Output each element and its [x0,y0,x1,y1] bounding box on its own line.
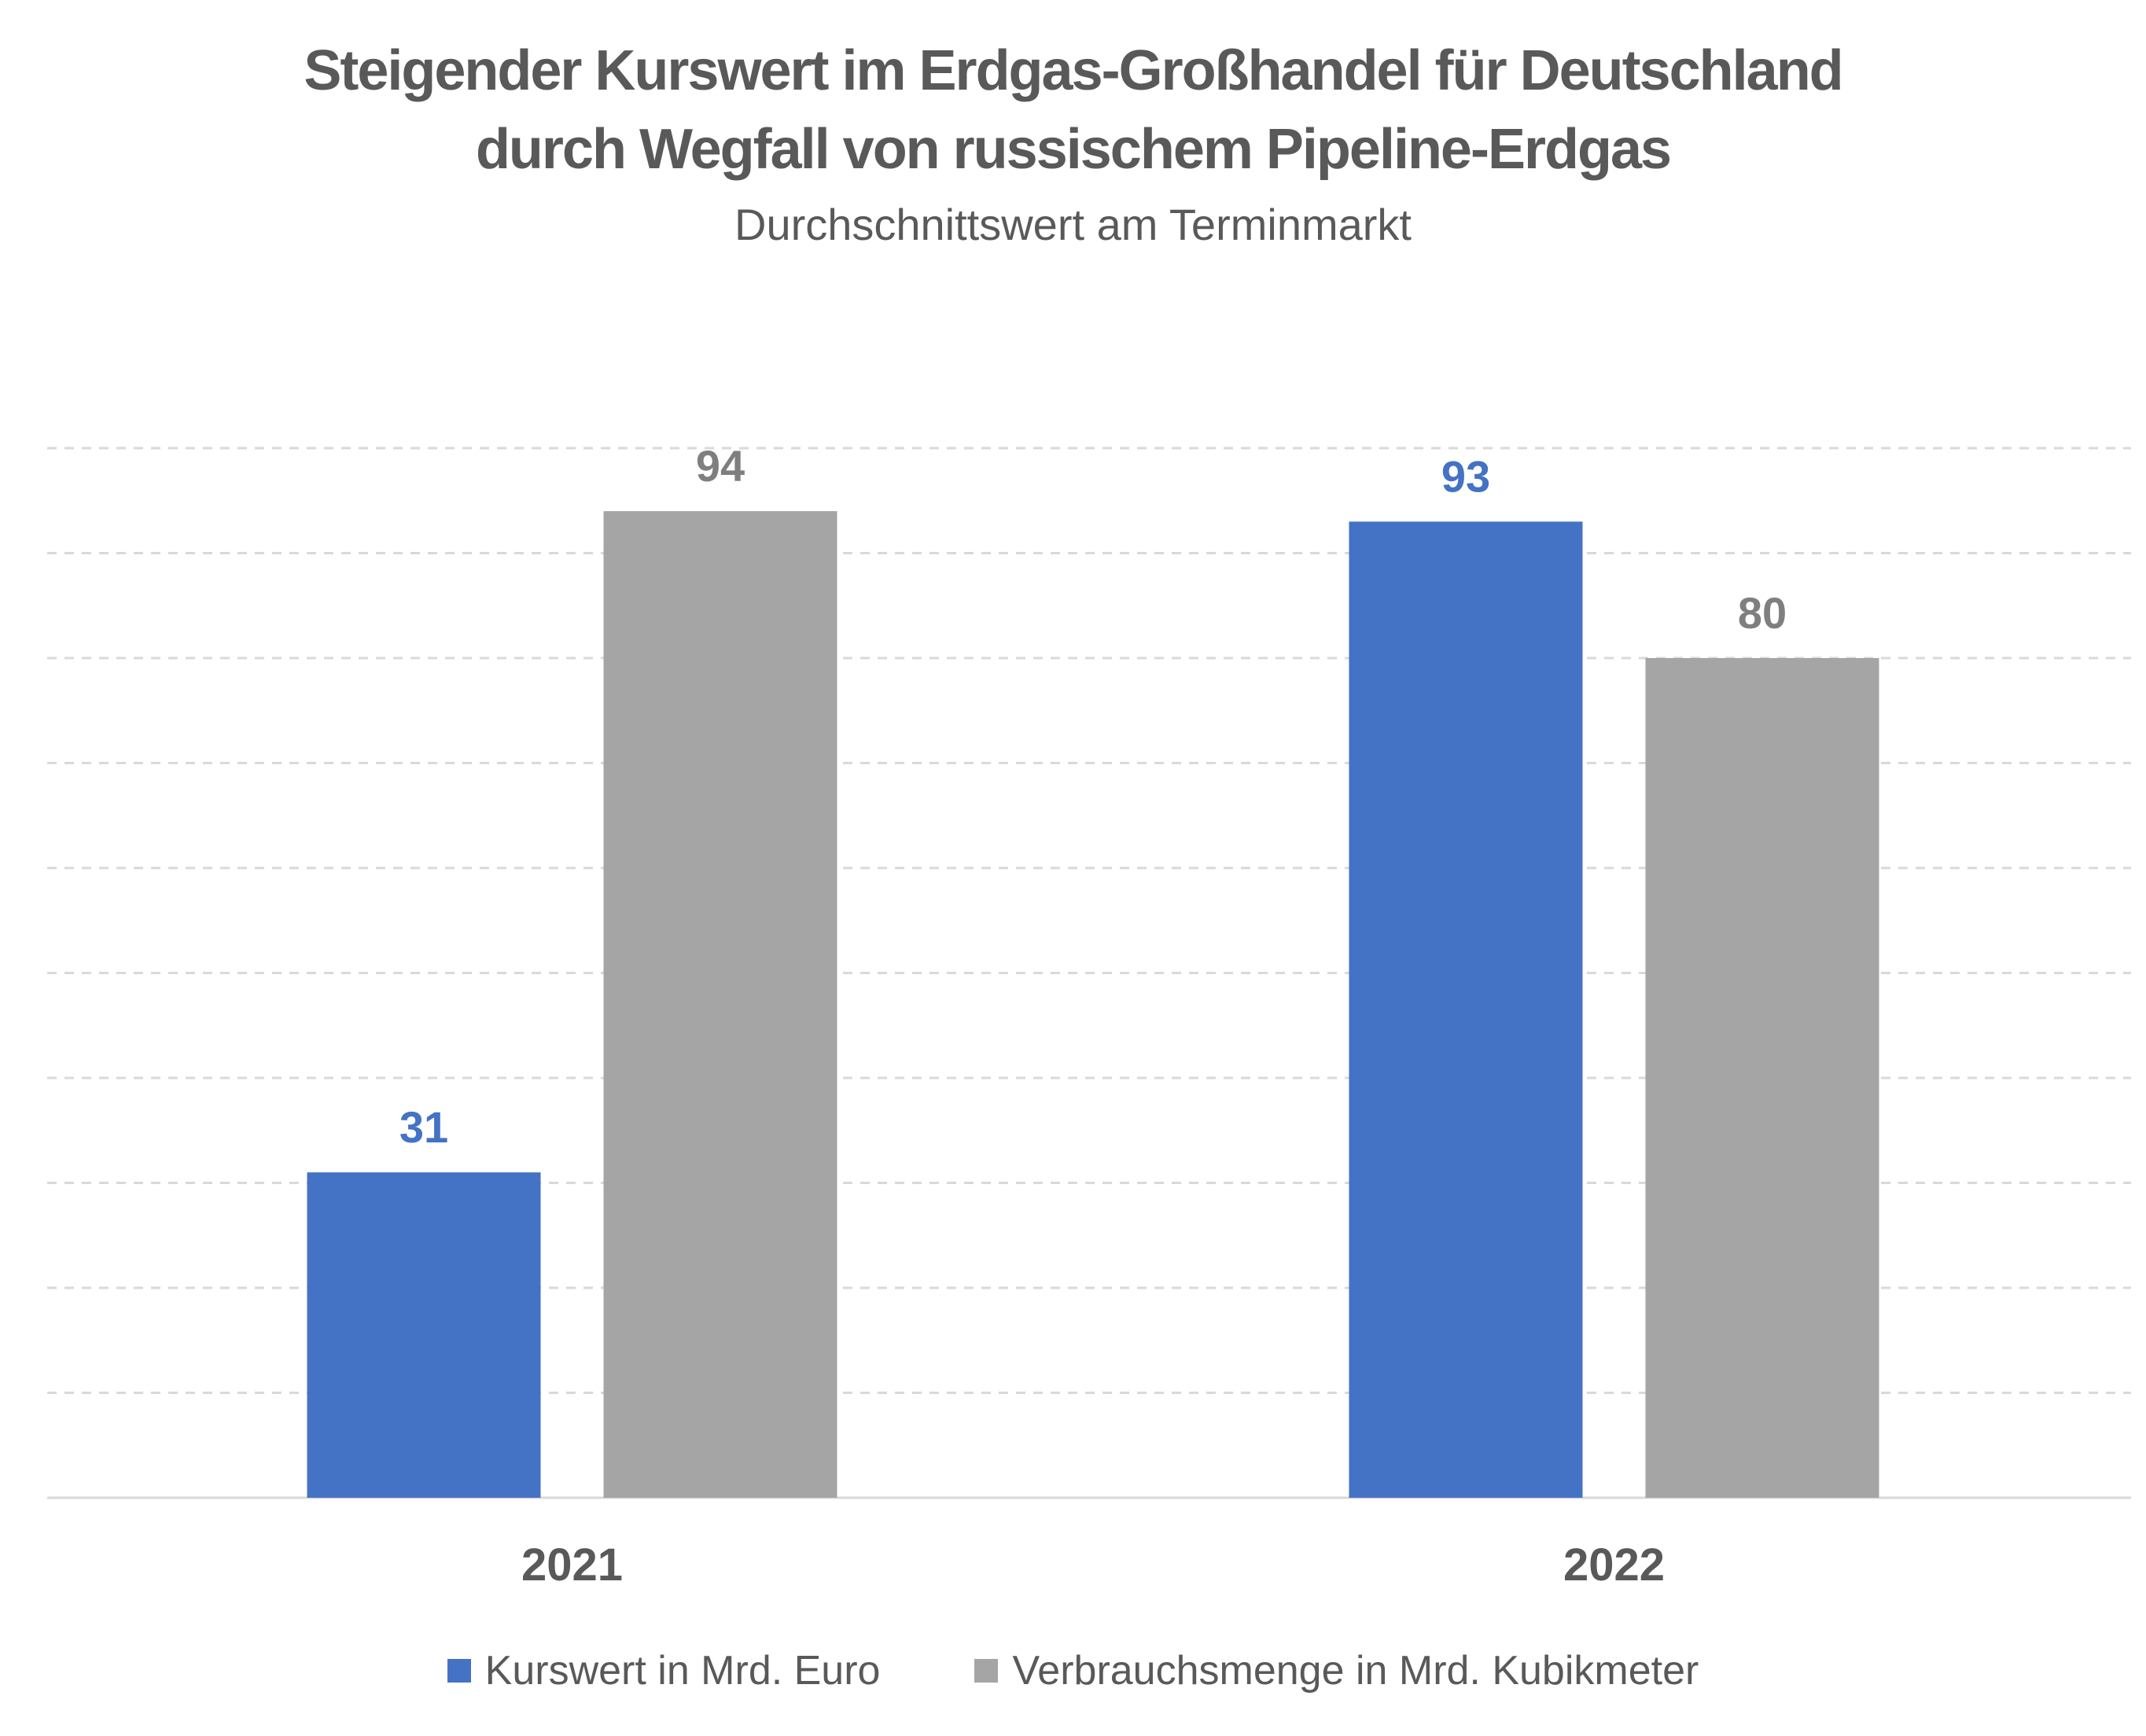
legend-label-kurswert: Kurswert in Mrd. Euro [484,1648,881,1694]
chart-title-line-2: durch Wegfall von russischem Pipeline-Er… [475,118,1672,181]
data-label-2021-series-0: 31 [399,1102,448,1152]
chart-subtitle: Durchschnittswert am Terminmarkt [734,200,1412,249]
title-block: Steigender Kurswert im Erdgas-Großhandel… [0,31,2146,256]
chart-title-line-1: Steigender Kurswert im Erdgas-Großhandel… [304,39,1843,102]
legend-swatch-verbrauchsmenge [974,1659,999,1683]
data-label-2022-series-0: 93 [1441,451,1490,501]
legend-swatch-kurswert [447,1659,471,1683]
bar-2022-series-0 [1349,521,1583,1499]
data-label-2021-series-1: 94 [696,441,745,491]
data-label-2022-series-1: 80 [1738,588,1787,638]
legend: Kurswert in Mrd. Euro Verbrauchsmenge in… [0,1647,2146,1694]
bar-2022-series-1 [1645,658,1879,1498]
legend-label-verbrauchsmenge: Verbrauchsmenge in Mrd. Kubikmeter [1012,1648,1699,1694]
legend-item-kurswert: Kurswert in Mrd. Euro [447,1647,881,1694]
bar-2021-series-0 [307,1172,541,1498]
bar-2021-series-1 [603,511,837,1498]
legend-item-verbrauchsmenge: Verbrauchsmenge in Mrd. Kubikmeter [974,1647,1699,1694]
x-tick-label-2022: 2022 [1563,1539,1665,1591]
x-tick-label-2021: 2021 [521,1539,623,1591]
